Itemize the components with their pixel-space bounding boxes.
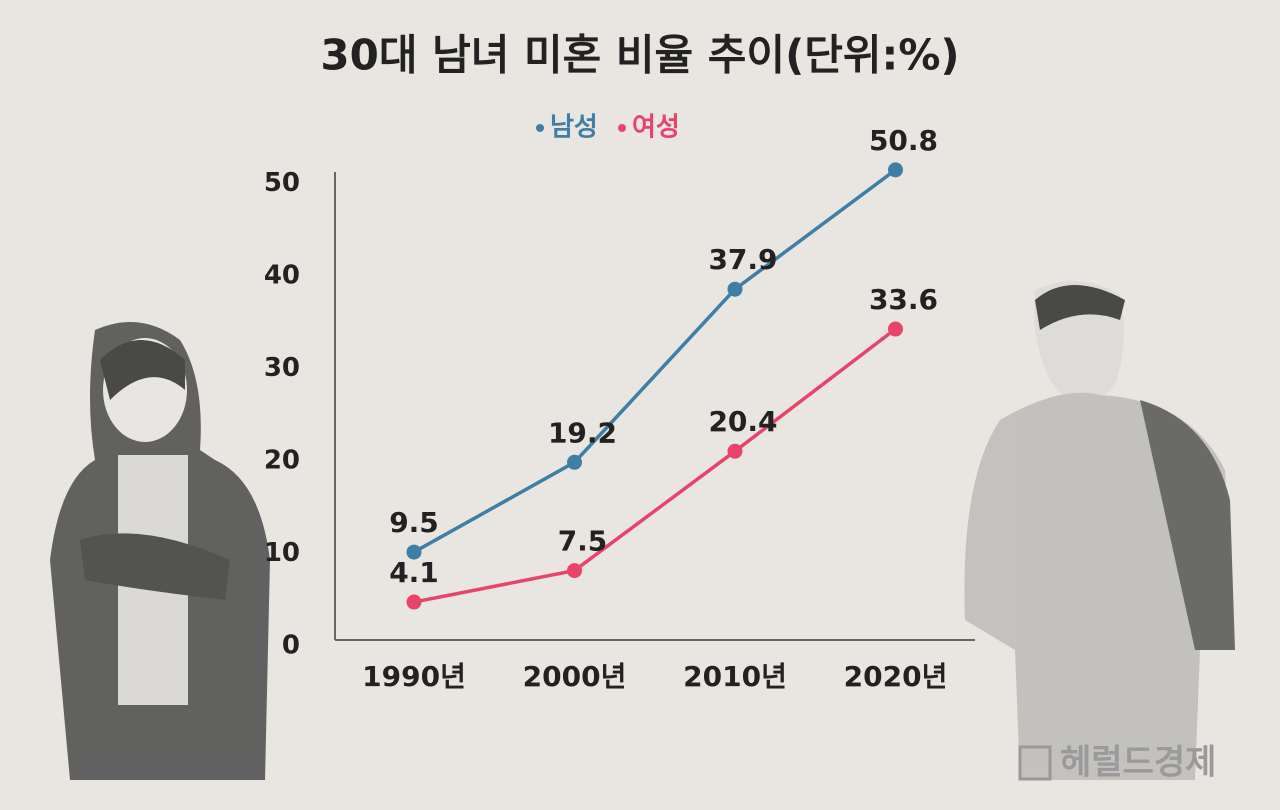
x-tick-label: 1990년 xyxy=(362,660,466,693)
data-point xyxy=(888,162,903,178)
y-tick-label: 20 xyxy=(264,445,300,475)
y-tick-label: 0 xyxy=(282,631,300,661)
x-tick-label: 2020년 xyxy=(844,660,948,693)
y-tick-label: 40 xyxy=(264,260,300,290)
data-point xyxy=(406,594,422,610)
data-label: 9.5 xyxy=(389,506,439,539)
data-label: 37.9 xyxy=(708,243,777,276)
legend-marker xyxy=(536,124,544,132)
x-tick-label: 2000년 xyxy=(523,660,627,693)
data-label: 19.2 xyxy=(548,416,617,449)
data-point xyxy=(567,563,582,579)
legend-label: 남성 xyxy=(550,113,598,143)
source-label: 헤럴드경제 xyxy=(1060,743,1216,783)
woman-illustration xyxy=(50,322,270,780)
data-label: 4.1 xyxy=(389,556,439,589)
legend-marker xyxy=(618,124,626,132)
data-point xyxy=(888,321,903,337)
legend-label: 여성 xyxy=(632,113,680,143)
data-label: 7.5 xyxy=(558,525,608,558)
data-label: 33.6 xyxy=(869,283,938,316)
data-point xyxy=(406,544,422,560)
source-logo xyxy=(1018,745,1052,781)
y-tick-label: 50 xyxy=(264,168,300,198)
chart-title: 30대 남녀 미혼 비율 추이(단위:%) xyxy=(320,31,959,80)
data-point xyxy=(727,281,743,297)
y-tick-label: 10 xyxy=(264,538,300,568)
data-point xyxy=(727,443,743,459)
x-tick-label: 2010년 xyxy=(683,660,787,693)
series-line xyxy=(413,168,897,554)
data-label: 50.8 xyxy=(869,124,938,157)
y-tick-label: 30 xyxy=(264,353,300,383)
series-line xyxy=(413,327,897,604)
man-illustration xyxy=(964,281,1235,780)
data-label: 20.4 xyxy=(708,405,777,438)
data-point xyxy=(567,454,582,470)
source: 헤럴드경제 xyxy=(1018,743,1216,783)
